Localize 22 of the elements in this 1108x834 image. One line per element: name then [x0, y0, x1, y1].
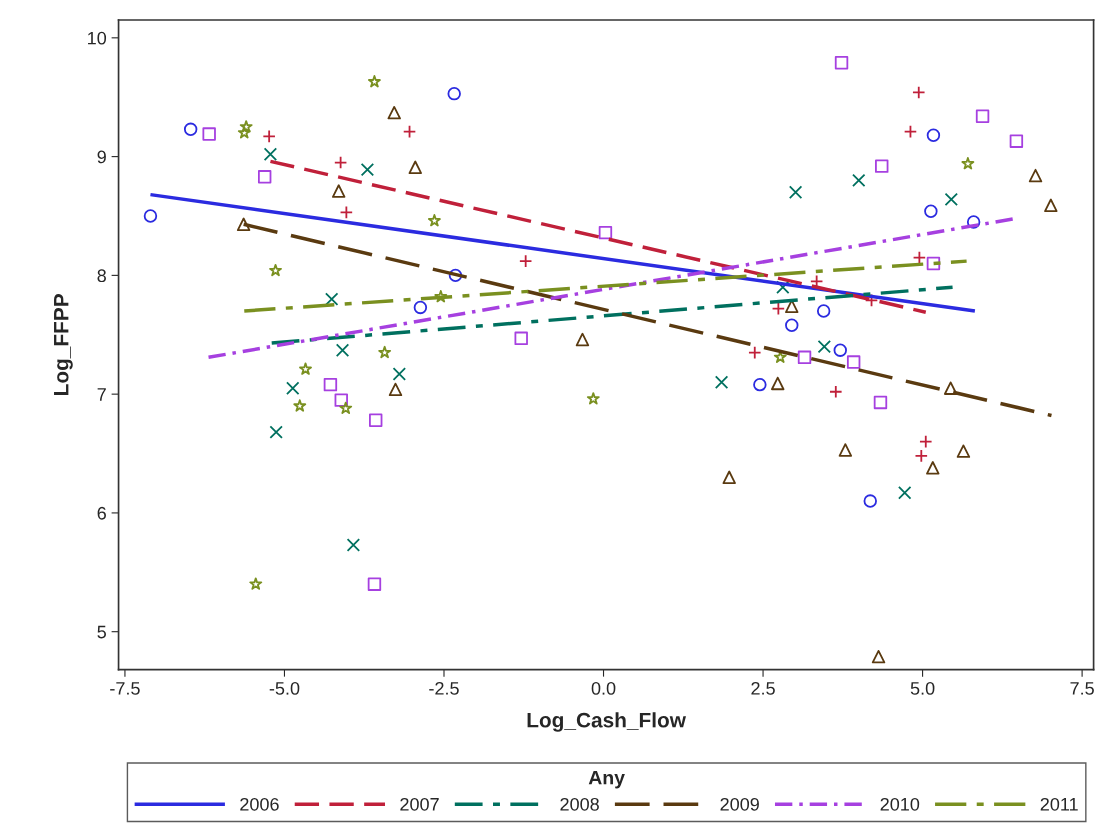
y-tick-label: 7: [97, 388, 106, 401]
x-tick-label: -5.0: [269, 681, 300, 695]
y-axis-title: Log_FFPP: [54, 294, 73, 395]
x-tick-label: 2.5: [751, 681, 775, 695]
x-tick-label: 5.0: [910, 681, 935, 695]
x-tick-label: 0.0: [591, 681, 616, 695]
x-tick-label: -2.5: [429, 681, 459, 695]
legend-label: 2009: [720, 797, 759, 811]
x-axis-title: Log_Cash_Flow: [527, 712, 686, 732]
legend-title: Any: [588, 771, 625, 789]
legend-label: 2011: [1040, 797, 1078, 811]
y-tick-label: 6: [97, 506, 106, 520]
legend-label: 2010: [880, 797, 920, 811]
x-tick-label: -7.5: [110, 682, 140, 695]
y-tick-label: 9: [97, 150, 106, 164]
legend-label: 2006: [240, 797, 279, 811]
legend-label: 2008: [560, 797, 599, 811]
legend-label: 2007: [400, 797, 439, 811]
y-tick-label: 10: [88, 31, 107, 45]
x-tick-label: 7.5: [1070, 682, 1094, 695]
y-tick-label: 5: [97, 625, 106, 639]
y-tick-label: 8: [97, 269, 106, 283]
